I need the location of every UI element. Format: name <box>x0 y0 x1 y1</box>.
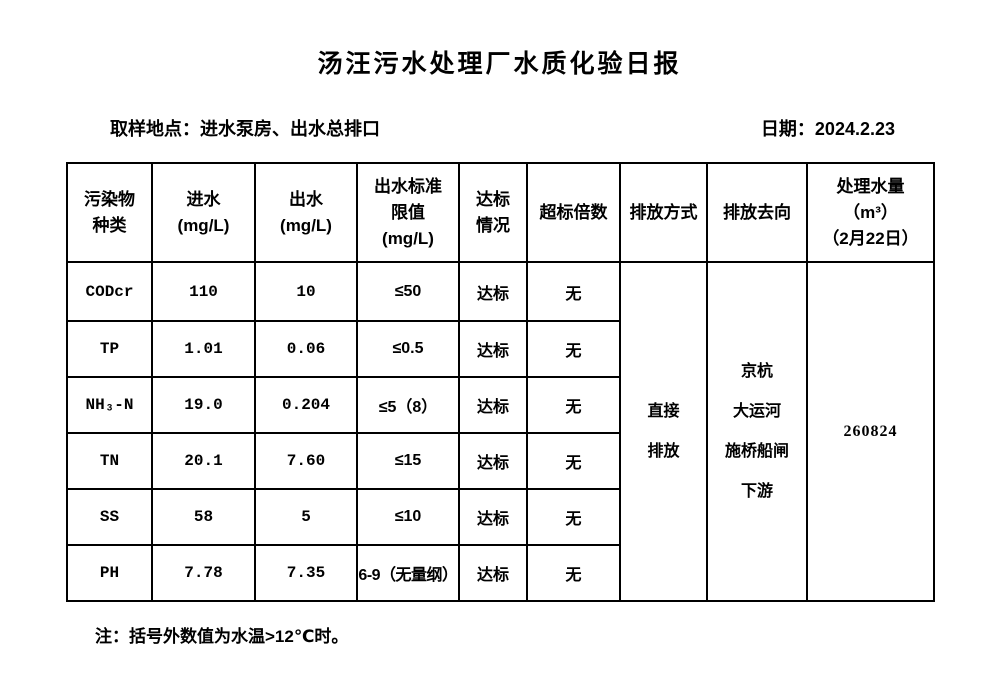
cell-effluent: 0.204 <box>254 376 358 434</box>
cell-influent: 19.0 <box>151 376 256 434</box>
cell-exceedance: 无 <box>526 320 621 378</box>
cell-discharge-destination: 京杭 大运河 施桥船闸 下游 <box>706 261 808 602</box>
table-row-ss: SS 58 5 ≤10 达标 无 <box>66 488 934 546</box>
header-row: 污染物 种类 进水 (mg/L) 出水 (mg/L) 出水标准 限值 (mg/L… <box>66 162 935 263</box>
cell-limit: ≤0.5 <box>356 320 460 378</box>
cell-influent: 1.01 <box>151 320 256 378</box>
meta-row: 取样地点：进水泵房、出水总排口 日期：2024.2.23 <box>110 115 895 141</box>
cell-compliance: 达标 <box>458 320 528 378</box>
header-pollutant-type: 污染物 种类 <box>66 162 153 263</box>
cell-exceedance: 无 <box>526 544 621 602</box>
cell-compliance: 达标 <box>458 488 528 546</box>
footnote: 注：括号外数值为水温>12℃时。 <box>95 627 349 646</box>
cell-discharge-mode: 直接 排放 <box>619 261 708 602</box>
cell-exceedance: 无 <box>526 376 621 434</box>
page-title: 汤汪污水处理厂水质化验日报 <box>317 50 682 78</box>
report-date-label: 日期：2024.2.23 <box>760 119 895 139</box>
cell-effluent: 7.60 <box>254 432 358 490</box>
cell-exceedance: 无 <box>526 488 621 546</box>
cell-effluent: 10 <box>254 261 358 322</box>
water-quality-table: 污染物 种类 进水 (mg/L) 出水 (mg/L) 出水标准 限值 (mg/L… <box>66 162 935 602</box>
cell-limit: ≤50 <box>356 261 460 322</box>
table-row-tn: TN 20.1 7.60 ≤15 达标 无 <box>66 432 934 490</box>
cell-compliance: 达标 <box>458 432 528 490</box>
cell-exceedance: 无 <box>526 261 621 322</box>
cell-compliance: 达标 <box>458 376 528 434</box>
header-effluent: 出水 (mg/L) <box>254 162 358 263</box>
header-exceedance-ratio: 超标倍数 <box>526 162 621 263</box>
table-row-ph: PH 7.78 7.35 6-9（无量纲） 达标 无 <box>66 544 934 602</box>
cell-effluent: 5 <box>254 488 358 546</box>
cell-treated-volume: 260824 <box>806 261 935 602</box>
table-row-nh3n: NH₃-N 19.0 0.204 ≤5（8） 达标 无 <box>66 376 934 434</box>
header-compliance: 达标 情况 <box>458 162 528 263</box>
cell-pollutant: SS <box>66 488 153 546</box>
cell-influent: 20.1 <box>151 432 256 490</box>
cell-pollutant: PH <box>66 544 153 602</box>
cell-limit: ≤10 <box>356 488 460 546</box>
cell-pollutant: TP <box>66 320 153 378</box>
cell-effluent: 7.35 <box>254 544 358 602</box>
cell-compliance: 达标 <box>458 544 528 602</box>
table-row-codcr: CODcr 110 10 ≤50 达标 无 直接 排放 京杭 大运河 施桥船闸 … <box>66 261 935 602</box>
cell-exceedance: 无 <box>526 432 621 490</box>
cell-influent: 7.78 <box>151 544 256 602</box>
cell-limit: ≤15 <box>356 432 460 490</box>
cell-limit: 6-9（无量纲） <box>356 544 460 602</box>
cell-effluent: 0.06 <box>254 320 358 378</box>
cell-pollutant: NH₃-N <box>66 376 153 434</box>
sampling-location-label: 取样地点：进水泵房、出水总排口 <box>110 119 380 139</box>
table-row-tp: TP 1.01 0.06 ≤0.5 达标 无 <box>66 320 934 378</box>
header-discharge-mode: 排放方式 <box>619 162 708 263</box>
cell-pollutant: TN <box>66 432 153 490</box>
cell-compliance: 达标 <box>458 261 528 322</box>
cell-limit: ≤5（8） <box>356 376 460 434</box>
header-effluent-limit: 出水标准 限值 (mg/L) <box>356 162 460 263</box>
cell-pollutant: CODcr <box>66 261 153 322</box>
cell-influent: 58 <box>151 488 256 546</box>
header-treated-volume: 处理水量 （m³） （2月22日） <box>806 162 935 263</box>
header-discharge-destination: 排放去向 <box>706 162 808 263</box>
cell-influent: 110 <box>151 261 256 322</box>
header-influent: 进水 (mg/L) <box>151 162 256 263</box>
